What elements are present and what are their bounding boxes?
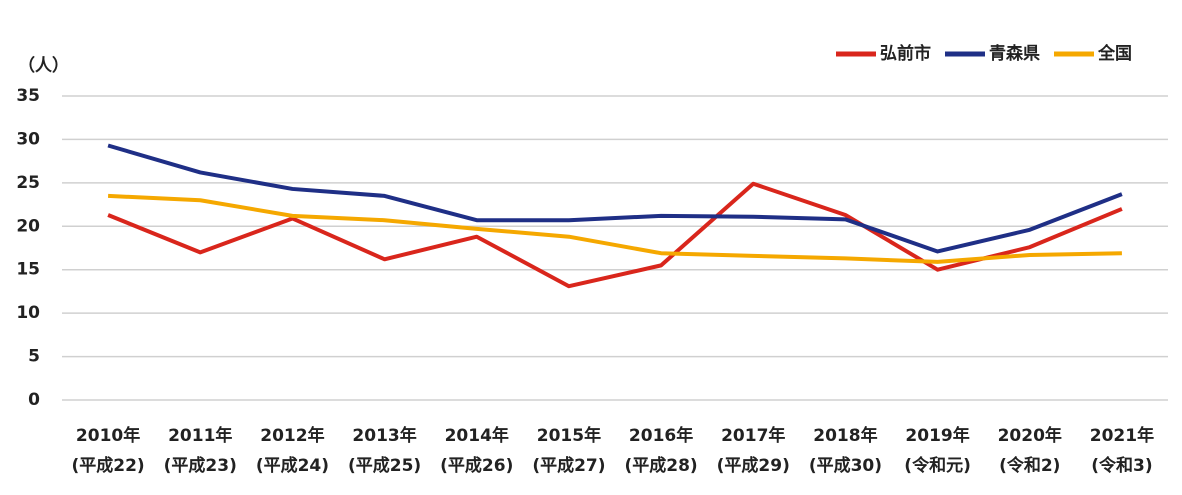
series-line [107, 193, 1122, 264]
x-tick-label: (平成26) [440, 455, 513, 476]
y-tick-label: 20 [16, 216, 40, 236]
x-tick-label: (令和2) [999, 455, 1060, 476]
x-tick-label: 2011年 [168, 425, 232, 446]
legend-label: 青森県 [989, 43, 1040, 64]
legend-label: 弘前市 [880, 43, 931, 64]
x-tick-label: 2015年 [537, 425, 601, 446]
x-tick-label: 2017年 [721, 425, 785, 446]
y-tick-label: 0 [28, 390, 40, 410]
x-tick-label: 2020年 [998, 425, 1062, 446]
y-tick-label: 30 [16, 129, 40, 149]
x-tick-label: 2019年 [905, 425, 969, 446]
x-tick-label: (平成23) [164, 455, 237, 476]
y-tick-label: 5 [28, 347, 40, 367]
legend-label: 全国 [1097, 43, 1132, 64]
x-tick-label: 2013年 [352, 425, 416, 446]
y-tick-label: 25 [16, 173, 40, 193]
y-tick-label: 35 [16, 86, 40, 106]
series-line [107, 143, 1123, 254]
x-tick-label: (平成25) [348, 455, 421, 476]
x-tick-label: (平成24) [256, 455, 329, 476]
x-tick-label: (平成28) [624, 455, 697, 476]
x-tick-label: 2014年 [445, 425, 509, 446]
x-tick-label: (令和元) [904, 455, 971, 476]
x-tick-label: (令和3) [1091, 455, 1152, 476]
x-tick-label: (平成30) [809, 455, 882, 476]
y-tick-label: 10 [16, 303, 40, 323]
x-tick-label: 2012年 [260, 425, 324, 446]
x-tick-label: 2018年 [813, 425, 877, 446]
x-tick-label: 2010年 [76, 425, 140, 446]
y-unit-label: （人） [18, 55, 69, 76]
x-tick-label: (平成22) [71, 455, 144, 476]
x-tick-label: 2016年 [629, 425, 693, 446]
x-tick-label: (平成27) [532, 455, 605, 476]
series-line [107, 181, 1123, 289]
x-tick-label: (平成29) [717, 455, 790, 476]
x-tick-label: 2021年 [1090, 425, 1154, 446]
y-tick-label: 15 [16, 260, 40, 280]
